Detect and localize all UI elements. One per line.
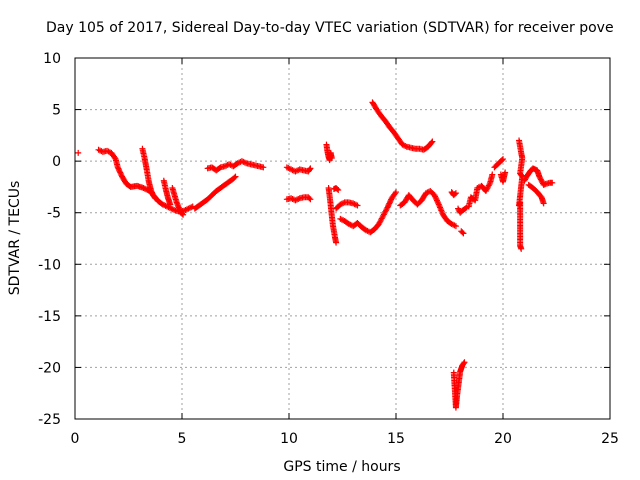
data-point-marker: [116, 166, 123, 173]
data-point-marker: [179, 210, 185, 217]
data-point-marker: [151, 194, 158, 201]
y-tick-label: -10: [38, 257, 61, 273]
y-tick-label: 5: [52, 103, 61, 119]
data-point-marker: [111, 154, 118, 161]
data-point-marker: [459, 229, 466, 236]
x-tick-label: 25: [601, 431, 619, 447]
y-tick-label: -15: [38, 309, 61, 325]
data-point-marker: [385, 201, 392, 208]
data-point-marker: [462, 205, 469, 212]
data-point-marker: [260, 164, 267, 171]
grid: [75, 58, 610, 419]
plot-frame: [74, 57, 611, 420]
data-point-marker: [500, 156, 506, 163]
data-point-marker: [387, 197, 394, 204]
data-point-marker: [354, 202, 361, 209]
data-point-marker: [293, 167, 300, 174]
data-point-marker: [434, 198, 441, 205]
data-point-marker: [489, 171, 496, 178]
data-point-marker: [295, 195, 302, 202]
data-point-marker: [306, 166, 313, 173]
data-point-marker: [549, 179, 556, 186]
data-marks: [75, 99, 556, 411]
data-point-marker: [386, 199, 393, 206]
data-point-marker: [460, 360, 467, 367]
axis-ticks: [74, 57, 611, 420]
data-point-marker: [307, 196, 314, 203]
data-point-marker: [386, 200, 393, 207]
data-point-marker: [152, 195, 159, 202]
x-tick-label: 20: [494, 431, 512, 447]
data-point-marker: [116, 168, 123, 175]
chart-title: Day 105 of 2017, Sidereal Day-to-day VTE…: [46, 20, 614, 36]
data-point-marker: [307, 165, 314, 172]
y-tick-label: -5: [47, 206, 61, 222]
data-point-marker: [328, 155, 335, 162]
data-point-marker: [431, 192, 438, 199]
data-point-marker: [432, 194, 439, 201]
data-point-marker: [96, 147, 103, 154]
y-tick-label: -25: [38, 412, 61, 428]
data-point-marker: [433, 197, 440, 204]
data-point-marker: [335, 187, 342, 194]
data-point-marker: [452, 190, 459, 197]
y-tick-label: 0: [52, 154, 61, 170]
data-point-marker: [306, 195, 313, 202]
x-tick-label: 10: [280, 431, 298, 447]
y-tick-label: -20: [38, 360, 61, 376]
data-point-marker: [498, 157, 505, 164]
data-point-marker: [383, 205, 390, 212]
data-point-marker: [518, 245, 525, 252]
data-point-marker: [334, 185, 341, 192]
data-point-marker: [351, 201, 358, 208]
data-point-marker: [502, 169, 509, 176]
data-point-marker: [115, 165, 122, 172]
x-tick-label: 15: [387, 431, 405, 447]
data-point-marker: [435, 200, 442, 207]
data-point-marker: [452, 223, 459, 230]
data-point-marker: [180, 211, 187, 218]
data-point-marker: [117, 170, 124, 177]
data-point-marker: [428, 139, 435, 146]
data-point-marker: [223, 162, 230, 169]
x-axis-label: GPS time / hours: [283, 459, 400, 475]
data-point-marker: [486, 181, 493, 188]
data-point-marker: [433, 196, 440, 203]
data-point-marker: [167, 201, 174, 208]
data-point-marker: [289, 195, 296, 202]
data-point-marker: [241, 159, 248, 166]
data-point-marker: [392, 190, 399, 197]
data-point-marker: [461, 359, 468, 366]
x-tick-label: 0: [71, 431, 80, 447]
data-point-marker: [385, 203, 392, 210]
data-point-marker: [232, 173, 239, 180]
data-point-marker: [393, 189, 399, 196]
data-point-marker: [429, 138, 436, 145]
data-point-marker: [540, 200, 547, 207]
data-point-marker: [75, 149, 82, 156]
y-tick-label: 10: [43, 51, 61, 67]
tick-labels: 0 5 10 15 20 25 10 5 0 -5 -10 -15 -20 -25: [38, 51, 619, 447]
data-point-marker: [432, 193, 439, 200]
x-tick-label: 5: [178, 431, 187, 447]
data-point-marker: [451, 191, 458, 198]
y-axis-label: SDTVAR / TECUs: [7, 181, 23, 296]
data-point-marker: [460, 230, 467, 237]
data-point-marker: [333, 239, 340, 246]
data-point-marker: [384, 204, 391, 211]
data-point-marker: [114, 164, 121, 171]
data-point-marker: [117, 169, 124, 176]
data-point-marker: [231, 174, 238, 181]
